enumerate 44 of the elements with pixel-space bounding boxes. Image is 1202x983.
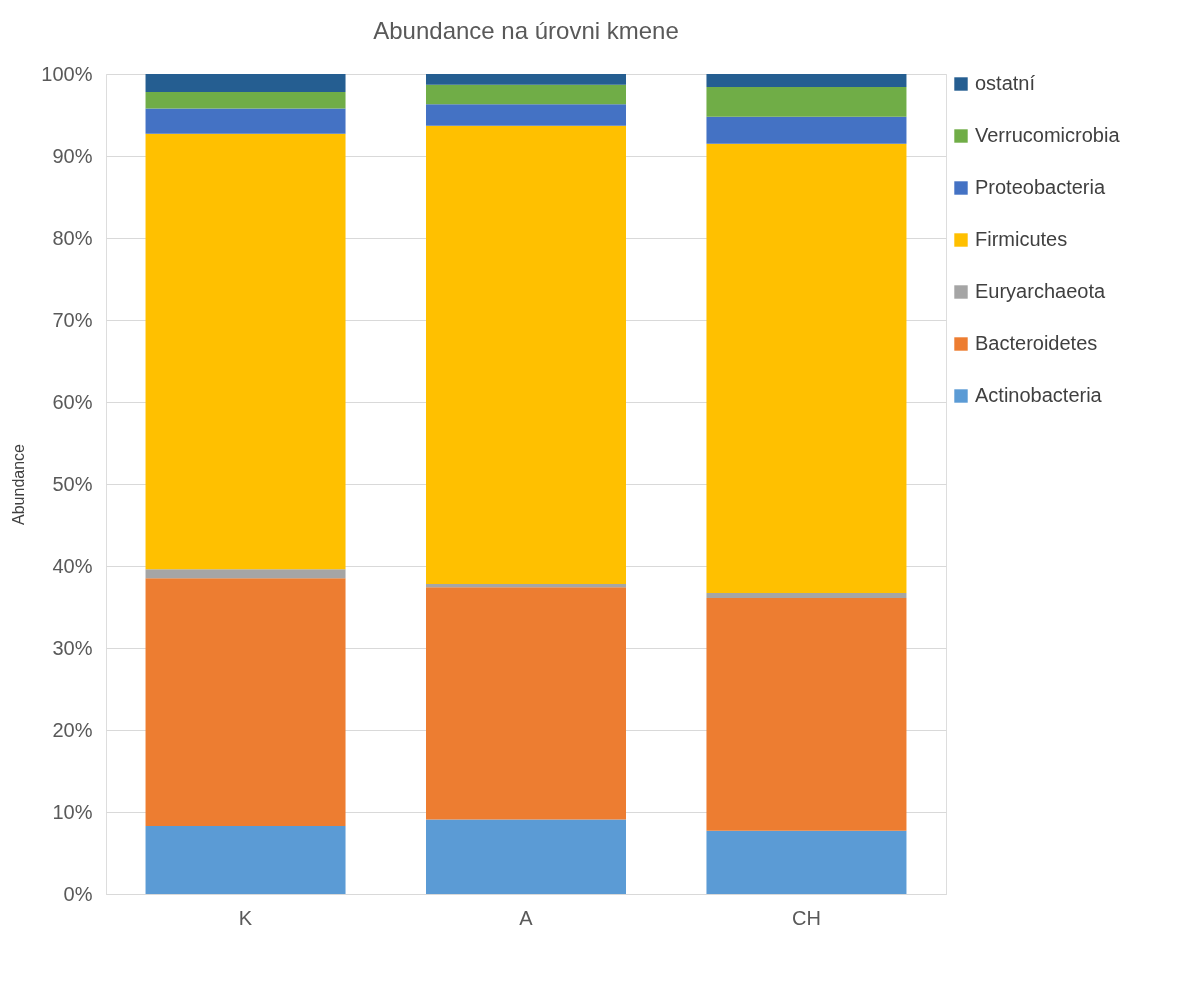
legend-label: Bacteroidetes	[975, 332, 1098, 354]
legend-label: Actinobacteria	[975, 384, 1103, 406]
bar	[426, 125, 626, 585]
y-tick-label: 30%	[52, 636, 93, 659]
legend-label: Euryarchaeota	[975, 280, 1106, 302]
bar	[426, 84, 626, 105]
bar	[145, 92, 346, 109]
y-tick-label: 90%	[52, 144, 93, 167]
x-tick-label: A	[519, 906, 534, 929]
x-tick-label: K	[238, 906, 253, 929]
bar	[426, 587, 626, 820]
y-tick-label: 10%	[52, 800, 93, 823]
legend-label: Firmicutes	[975, 228, 1068, 250]
bar	[145, 825, 346, 894]
bar	[706, 74, 907, 88]
bar	[706, 87, 907, 117]
bar	[145, 133, 346, 570]
y-tick-label: 20%	[52, 718, 93, 741]
bar	[706, 593, 907, 598]
y-tick-label: 0%	[63, 882, 93, 905]
y-tick-label: 50%	[52, 472, 93, 495]
y-tick-label: 100%	[41, 62, 93, 85]
legend-label: Proteobacteria	[975, 176, 1106, 198]
y-tick-label: 80%	[52, 226, 93, 249]
bar	[706, 116, 907, 144]
legend-label: Verrucomicrobia	[975, 124, 1121, 146]
x-tick-label: CH	[792, 906, 821, 929]
bar	[706, 830, 907, 894]
y-tick-label: 70%	[52, 308, 93, 331]
bar	[145, 569, 346, 579]
bar	[426, 819, 626, 894]
y-tick-label: 60%	[52, 390, 93, 413]
bar	[426, 74, 626, 85]
bar	[145, 578, 346, 826]
bar	[426, 584, 626, 588]
bar	[426, 104, 626, 126]
bar	[706, 597, 907, 831]
bar	[706, 143, 907, 594]
chart-title: Abundance na úrovni kmene	[373, 17, 679, 44]
y-axis-title: Abundance	[10, 443, 28, 525]
legend-label: ostatní	[975, 72, 1036, 94]
bar	[145, 108, 346, 134]
bar	[145, 74, 346, 93]
y-tick-label: 40%	[52, 554, 93, 577]
